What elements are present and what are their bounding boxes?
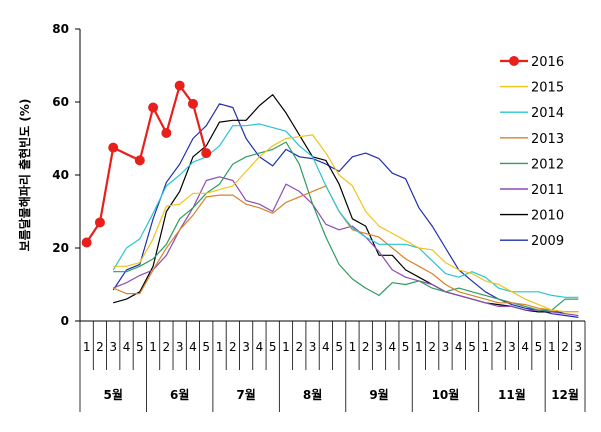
x-week-label: 2 bbox=[561, 340, 569, 354]
x-week-label: 4 bbox=[388, 340, 396, 354]
x-week-label: 5 bbox=[402, 340, 410, 354]
x-week-label: 4 bbox=[189, 340, 197, 354]
x-week-label: 2 bbox=[96, 340, 104, 354]
series-point-2016 bbox=[94, 217, 105, 228]
plot-area bbox=[79, 29, 585, 322]
x-week-label: 3 bbox=[442, 340, 450, 354]
series-line-2014 bbox=[112, 123, 579, 298]
series-point-2016 bbox=[108, 142, 119, 153]
x-week-label: 4 bbox=[256, 340, 264, 354]
x-month-label: 9월 bbox=[369, 387, 388, 402]
series-line-2016 bbox=[85, 84, 208, 244]
x-week-label: 1 bbox=[548, 340, 556, 354]
x-week-label: 1 bbox=[349, 340, 357, 354]
y-tick-label: 40 bbox=[52, 168, 69, 182]
series-point-2016 bbox=[161, 128, 172, 139]
legend-label: 2010 bbox=[531, 209, 564, 224]
series-point-2016 bbox=[174, 80, 185, 91]
x-week-label: 2 bbox=[362, 340, 370, 354]
x-week-label: 4 bbox=[322, 340, 330, 354]
series-line-2009 bbox=[112, 103, 579, 318]
x-week-label: 2 bbox=[495, 340, 503, 354]
x-week-label: 5 bbox=[335, 340, 343, 354]
x-month-label: 10월 bbox=[432, 387, 460, 402]
x-week-label: 4 bbox=[521, 340, 529, 354]
x-month-label: 11월 bbox=[498, 387, 526, 402]
x-month-label: 12월 bbox=[551, 387, 579, 402]
x-week-label: 1 bbox=[149, 340, 157, 354]
series-line-2012 bbox=[113, 141, 579, 311]
series-point-2016 bbox=[148, 102, 159, 113]
legend-label: 2014 bbox=[531, 106, 564, 121]
legend-label: 2015 bbox=[531, 81, 564, 96]
x-month-label: 5월 bbox=[104, 387, 123, 402]
x-week-label: 2 bbox=[428, 340, 436, 354]
legend-label: 2016 bbox=[531, 55, 564, 70]
y-axis-label: 보름달물해파리 출현빈도 (%) bbox=[17, 99, 32, 252]
y-tick-label: 0 bbox=[61, 314, 69, 328]
x-week-label: 1 bbox=[415, 340, 423, 354]
legend: 2016 2015 2014 2013 2012 2011 2010 2009 bbox=[500, 55, 564, 249]
x-week-label: 5 bbox=[535, 340, 543, 354]
x-week-label: 5 bbox=[468, 340, 476, 354]
x-week-label: 3 bbox=[309, 340, 317, 354]
y-ticks: 0 20 40 60 80 bbox=[52, 22, 80, 328]
y-tick-label: 20 bbox=[52, 241, 69, 255]
series-line-2010 bbox=[113, 94, 579, 313]
x-week-label: 1 bbox=[482, 340, 490, 354]
x-week-label: 3 bbox=[575, 340, 583, 354]
x-week-label: 3 bbox=[375, 340, 383, 354]
series-line-2013 bbox=[112, 185, 579, 313]
series-line-2011 bbox=[112, 176, 579, 317]
series-point-2016 bbox=[81, 237, 92, 248]
series-point-2016 bbox=[187, 98, 198, 109]
y-tick-label: 80 bbox=[52, 22, 69, 36]
x-week-label: 3 bbox=[242, 340, 250, 354]
x-month-label: 7월 bbox=[236, 387, 255, 402]
x-month-label: 6월 bbox=[170, 387, 189, 402]
legend-label: 2013 bbox=[531, 132, 564, 147]
series-line-2015 bbox=[113, 134, 579, 313]
x-week-label: 5 bbox=[269, 340, 277, 354]
x-week-label: 3 bbox=[109, 340, 117, 354]
x-week-label: 4 bbox=[123, 340, 131, 354]
x-week-label: 5 bbox=[202, 340, 210, 354]
x-category-grid: 1 2 3 4 5 1 2 3 4 5 1 2 3 4 5 1 2 3 4 5 1 2 3 4 5 1 2 3 4 5 1 2 3 4 5 1 2 35월… bbox=[79, 321, 586, 412]
x-week-label: 1 bbox=[83, 340, 91, 354]
legend-marker-2016 bbox=[509, 56, 519, 66]
x-week-label: 1 bbox=[216, 340, 224, 354]
legend-label: 2009 bbox=[531, 234, 564, 249]
series-point-2016 bbox=[134, 155, 145, 166]
x-week-label: 5 bbox=[136, 340, 144, 354]
series-layer bbox=[81, 80, 579, 318]
legend-label: 2012 bbox=[531, 157, 564, 172]
series-point-2016 bbox=[201, 148, 212, 159]
x-week-label: 3 bbox=[176, 340, 184, 354]
y-tick-label: 60 bbox=[52, 95, 69, 109]
legend-label: 2011 bbox=[531, 183, 564, 198]
x-month-label: 8월 bbox=[303, 387, 322, 402]
x-week-label: 4 bbox=[455, 340, 463, 354]
x-week-label: 2 bbox=[229, 340, 237, 354]
x-week-label: 2 bbox=[295, 340, 303, 354]
x-week-label: 2 bbox=[163, 340, 171, 354]
x-week-label: 1 bbox=[282, 340, 290, 354]
x-week-label: 3 bbox=[508, 340, 516, 354]
